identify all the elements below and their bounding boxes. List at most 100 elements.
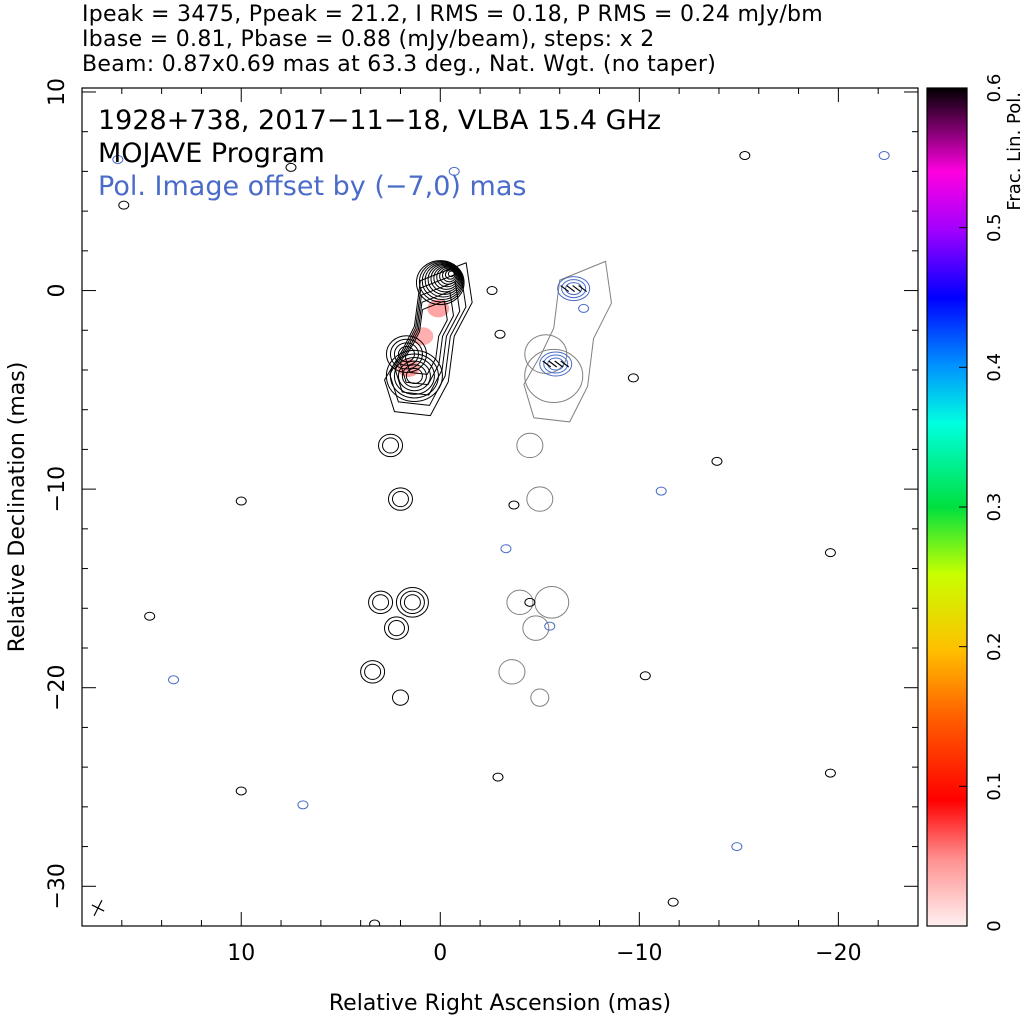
noise-contour-18 (297, 800, 309, 810)
jet-component-1-contour-1 (389, 338, 423, 370)
y-tick-labels: 10 0 −10 −20 −30 (45, 78, 70, 910)
noise-contour-9 (878, 151, 890, 161)
noise-contour-25 (508, 500, 520, 510)
noise-contour-11 (235, 496, 247, 506)
jet-component-3-contour-1 (391, 490, 409, 508)
evpa-tick-1-1 (548, 360, 558, 368)
core-contour-4 (427, 263, 461, 295)
source-annotation: 1928+738, 2017−11−18, VLBA 15.4 GHz (98, 105, 661, 136)
pol-jet-contour-3 (526, 486, 554, 512)
y-tick-label: 10 (45, 78, 70, 106)
core-contour-5 (430, 264, 461, 293)
colorbar-label: Frac. Lin. Pol. (1004, 92, 1025, 211)
jet-component-7-contour-0 (360, 660, 386, 684)
jet-component-5-contour-2 (403, 594, 421, 611)
beam-minor-axis (91, 904, 105, 912)
evpa-tick-0-3 (578, 285, 588, 293)
jet-envelope-contour-1 (389, 271, 467, 406)
jet-component-6-contour-0 (383, 616, 409, 640)
noise-contour-12 (168, 675, 180, 685)
noise-contour-21 (655, 486, 667, 496)
noise-contour-24 (500, 544, 512, 554)
colorbar-tick-label: 0.6 (984, 74, 1005, 103)
pol-jet-contour-2 (516, 432, 544, 459)
core-contour-3 (424, 262, 462, 298)
x-axis-label: Relative Right Ascension (mas) (329, 991, 671, 1016)
colorbar-tick-label: 0.1 (984, 772, 1005, 801)
header-line-1: Ipeak = 3475, Ppeak = 21.2, I RMS = 0.18… (82, 2, 824, 27)
noise-contour-8 (739, 151, 751, 161)
jet-envelope-contour-0 (384, 262, 473, 417)
jet-component-4-contour-1 (372, 594, 390, 611)
jet-component-8-contour-0 (391, 689, 409, 706)
x-tick-labels: 10 0 −10 −20 (227, 941, 861, 966)
pol-component-0-contour-2 (565, 282, 583, 296)
jet-component-7-contour-1 (364, 663, 382, 680)
pol-jet-contour-0 (524, 348, 584, 404)
core-contour-0 (415, 260, 465, 306)
x-tick-label: 10 (227, 941, 255, 966)
evpa-tick-0-2 (572, 285, 582, 293)
noise-contour-22 (711, 456, 723, 466)
noise-contour-7 (627, 373, 639, 383)
pol-component-0-contour-0 (557, 276, 591, 302)
jet-component-0-contour-2 (393, 357, 435, 395)
jet-component-0-contour-5 (405, 367, 423, 385)
noise-contour-4 (486, 286, 498, 296)
core-contour-11 (447, 270, 455, 278)
evpa-tick-1-0 (542, 360, 552, 368)
plot-frame (81, 87, 919, 927)
jet-component-0-contour-3 (397, 360, 431, 392)
colorbar-tick-label: 0.4 (984, 353, 1005, 382)
frac-pol-region-2 (411, 327, 434, 346)
pol-component-1-contour-2 (547, 357, 565, 371)
pol-jet-contour-6 (522, 615, 550, 641)
axis-ticks (81, 88, 919, 927)
jet-component-0-contour-0 (385, 349, 443, 403)
jet-envelope-contour-3 (399, 290, 455, 386)
program-annotation: MOJAVE Program (98, 138, 325, 169)
noise-contour-13 (639, 671, 651, 681)
pol-component-0-contour-1 (561, 279, 587, 299)
pol-component-1-contour-0 (539, 351, 573, 377)
colorbar-tick-label: 0.5 (984, 213, 1005, 242)
pol-jet-contour-7 (498, 659, 526, 685)
evpa-tick-0-0 (560, 285, 570, 293)
pol-envelope-contour (523, 260, 612, 423)
y-tick-label: 0 (45, 284, 70, 298)
colorbar-tick-label: 0.3 (984, 493, 1005, 522)
jet-component-1-contour-0 (385, 335, 427, 373)
noise-contour-20 (492, 772, 504, 782)
jet-component-4-contour-0 (368, 590, 394, 615)
pol-jet-contour-5 (534, 586, 570, 619)
offset-annotation: Pol. Image offset by (−7,0) mas (98, 171, 526, 202)
y-tick-label: −30 (45, 863, 70, 909)
noise-contour-15 (731, 842, 743, 852)
colorbar-ticks: 0 0.1 0.2 0.3 0.4 0.5 0.6 (959, 74, 1005, 932)
contour-layer (91, 151, 890, 926)
jet-component-1-contour-2 (393, 342, 419, 366)
jet-envelope-contour-2 (394, 281, 461, 396)
noise-contour-6 (578, 303, 590, 313)
evpa-tick-0-1 (566, 285, 576, 293)
x-tick-label: −10 (616, 941, 662, 966)
y-tick-label: −20 (45, 664, 70, 710)
x-tick-label: 0 (433, 941, 447, 966)
noise-contour-2 (285, 162, 297, 172)
jet-component-1-contour-3 (397, 345, 415, 363)
noise-contour-19 (369, 919, 381, 926)
noise-contour-26 (524, 597, 536, 607)
pol-jet-contour-8 (530, 688, 550, 707)
noise-contour-16 (824, 768, 836, 778)
evpa-tick-1-2 (554, 360, 564, 368)
colorbar-tick-label: 0 (984, 920, 1005, 931)
colorbar-tick-label: 0.2 (984, 632, 1005, 661)
noise-contour-17 (235, 786, 247, 796)
jet-component-6-contour-1 (387, 620, 405, 637)
noise-contour-14 (667, 897, 679, 907)
noise-contour-1 (118, 200, 130, 210)
evpa-tick-1-3 (560, 360, 570, 368)
jet-component-5-contour-1 (399, 590, 425, 615)
noise-contour-23 (824, 548, 836, 558)
